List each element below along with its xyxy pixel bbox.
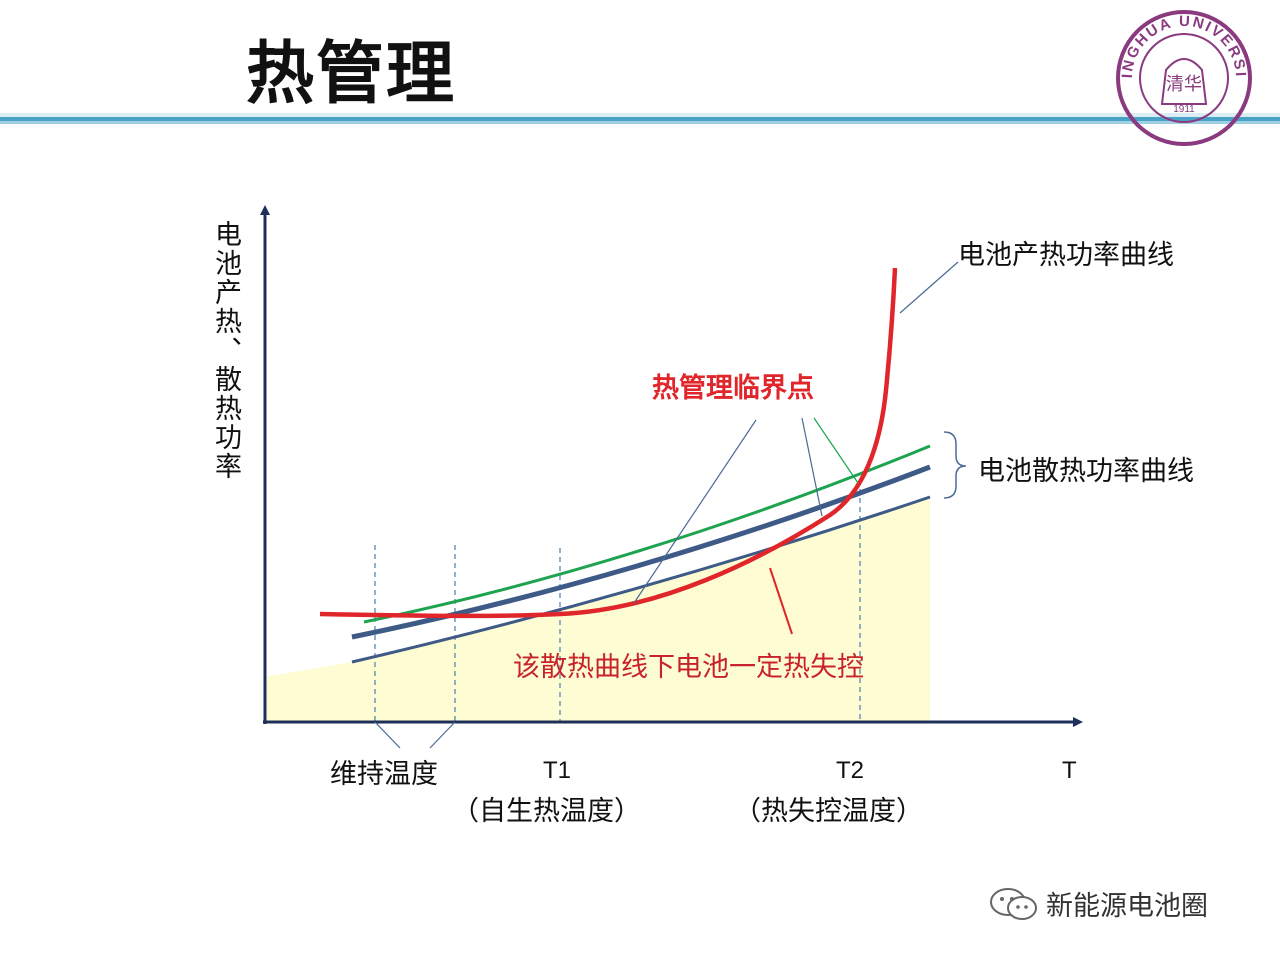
heat-generation-label: 电池产热功率曲线 xyxy=(958,240,1174,271)
critical-leader-2 xyxy=(801,417,823,517)
dissipation-curve-high xyxy=(363,444,931,624)
critical-leader-1 xyxy=(633,419,757,604)
title-divider xyxy=(0,113,1280,124)
watermark: 新能源电池圈 xyxy=(988,884,1208,923)
runaway-region-label: 该散热曲线下电池一定热失控 xyxy=(513,652,864,683)
dissipation-bracket xyxy=(943,431,967,499)
t2-label: T2 xyxy=(836,757,865,784)
heat-curve-leader xyxy=(899,261,959,314)
university-logo: TSINGHUA UNIVERSITY 清华 1911 xyxy=(1114,8,1252,146)
maintain-leader-right xyxy=(429,721,456,749)
watermark-text: 新能源电池圈 xyxy=(1046,891,1208,922)
heat-generation-curve xyxy=(319,267,898,619)
dissipation-curve-low xyxy=(351,495,931,664)
runaway-leader xyxy=(769,567,793,635)
slide-title: 热管理 xyxy=(246,35,457,114)
wechat-icon xyxy=(990,887,1037,920)
heat-dissipation-label: 电池散热功率曲线 xyxy=(978,456,1194,487)
x-axis-end-label: T xyxy=(1062,757,1077,784)
maintain-leader-left xyxy=(374,721,401,749)
critical-point-label: 热管理临界点 xyxy=(652,373,814,404)
logo-mark: 清华 xyxy=(1166,74,1202,95)
t2-description: （热失控温度） xyxy=(734,796,923,827)
critical-leader-3 xyxy=(813,417,859,484)
logo-year: 1911 xyxy=(1173,104,1195,115)
y-axis-label: 电池产热、散热功率 xyxy=(210,220,241,481)
t1-description: （自生热温度） xyxy=(452,796,641,827)
maintain-temp-label: 维持温度 xyxy=(330,759,438,790)
t1-label: T1 xyxy=(543,757,572,784)
